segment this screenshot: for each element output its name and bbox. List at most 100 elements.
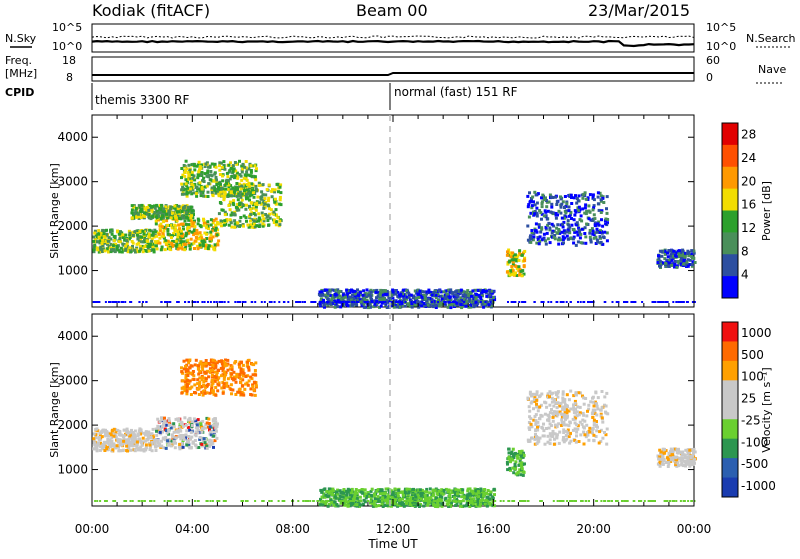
data-pixel bbox=[184, 243, 187, 246]
data-pixel bbox=[592, 427, 595, 430]
data-pixel bbox=[209, 237, 212, 240]
data-pixel bbox=[333, 504, 336, 507]
data-pixel bbox=[665, 301, 667, 303]
data-pixel bbox=[197, 364, 200, 367]
data-pixel bbox=[148, 245, 151, 248]
data-pixel bbox=[185, 182, 188, 185]
data-pixel bbox=[188, 244, 191, 247]
data-pixel bbox=[677, 253, 680, 256]
data-pixel bbox=[512, 471, 515, 474]
data-pixel bbox=[521, 269, 524, 272]
data-pixel bbox=[264, 301, 266, 303]
data-pixel bbox=[180, 183, 183, 186]
data-pixel bbox=[185, 216, 188, 219]
data-pixel bbox=[465, 300, 468, 303]
data-pixel bbox=[565, 434, 568, 437]
data-pixel bbox=[108, 236, 111, 239]
data-pixel bbox=[183, 248, 186, 251]
data-pixel bbox=[535, 403, 538, 406]
data-pixel bbox=[149, 448, 152, 451]
data-pixel bbox=[186, 390, 189, 393]
data-pixel bbox=[685, 261, 688, 264]
data-pixel bbox=[508, 467, 511, 470]
data-pixel bbox=[243, 215, 246, 218]
data-pixel bbox=[94, 428, 97, 431]
data-pixel bbox=[155, 235, 158, 238]
data-pixel bbox=[522, 474, 525, 477]
data-pixel bbox=[604, 301, 606, 303]
data-pixel bbox=[258, 218, 261, 221]
data-pixel bbox=[136, 441, 139, 444]
data-pixel bbox=[535, 393, 538, 396]
data-pixel bbox=[349, 296, 352, 299]
data-pixel bbox=[168, 210, 171, 213]
data-pixel bbox=[210, 179, 213, 182]
data-pixel bbox=[341, 301, 343, 303]
data-pixel bbox=[185, 211, 188, 214]
data-pixel bbox=[260, 198, 263, 201]
data-pixel bbox=[515, 265, 518, 268]
data-pixel bbox=[584, 235, 587, 238]
data-pixel bbox=[260, 195, 263, 198]
data-pixel bbox=[197, 301, 199, 303]
data-pixel bbox=[166, 230, 169, 233]
data-pixel bbox=[195, 229, 198, 232]
data-pixel bbox=[167, 233, 170, 236]
data-pixel bbox=[593, 198, 596, 201]
data-pixel bbox=[674, 254, 677, 257]
data-pixel bbox=[170, 242, 173, 245]
data-pixel bbox=[548, 427, 551, 430]
data-pixel bbox=[248, 379, 251, 382]
data-pixel bbox=[233, 212, 236, 215]
data-pixel bbox=[250, 171, 253, 174]
data-pixel bbox=[240, 179, 243, 182]
data-pixel bbox=[131, 208, 134, 211]
data-pixel bbox=[661, 458, 664, 461]
data-pixel bbox=[193, 163, 196, 166]
data-pixel bbox=[408, 296, 411, 299]
data-pixel bbox=[540, 393, 543, 396]
data-pixel bbox=[589, 236, 592, 239]
data-pixel bbox=[537, 409, 540, 412]
data-pixel bbox=[383, 297, 386, 300]
data-pixel bbox=[216, 301, 218, 303]
freq-tick-bottom: 8 bbox=[66, 71, 73, 84]
data-pixel bbox=[103, 232, 106, 235]
data-pixel bbox=[484, 301, 486, 303]
data-pixel bbox=[557, 243, 560, 246]
data-pixel bbox=[178, 217, 181, 220]
data-pixel bbox=[180, 370, 183, 373]
data-pixel bbox=[653, 301, 655, 303]
data-pixel bbox=[266, 216, 269, 219]
data-pixel bbox=[153, 211, 156, 214]
data-pixel bbox=[223, 386, 226, 389]
data-pixel bbox=[191, 424, 194, 427]
data-pixel bbox=[261, 222, 264, 225]
data-pixel bbox=[530, 229, 533, 232]
data-pixel bbox=[558, 210, 561, 213]
data-pixel bbox=[113, 239, 116, 242]
data-pixel bbox=[549, 438, 552, 441]
data-pixel bbox=[168, 301, 170, 303]
data-pixel bbox=[198, 387, 201, 390]
data-pixel bbox=[682, 464, 685, 467]
data-pixel bbox=[196, 423, 199, 426]
data-pixel bbox=[366, 288, 369, 291]
data-pixel bbox=[158, 208, 161, 211]
data-pixel bbox=[232, 164, 235, 167]
data-pixel bbox=[139, 210, 142, 213]
data-pixel bbox=[220, 367, 223, 370]
data-pixel bbox=[212, 446, 215, 449]
data-pixel bbox=[203, 180, 206, 183]
data-pixel bbox=[235, 182, 238, 185]
data-pixel bbox=[207, 301, 209, 303]
colorbar-tick-label: 12 bbox=[741, 221, 756, 235]
data-pixel bbox=[677, 450, 680, 453]
data-pixel bbox=[163, 420, 166, 423]
data-pixel bbox=[541, 415, 544, 418]
data-pixel bbox=[518, 274, 521, 277]
data-pixel bbox=[564, 211, 567, 214]
data-pixel bbox=[419, 290, 422, 293]
data-pixel bbox=[238, 202, 241, 205]
